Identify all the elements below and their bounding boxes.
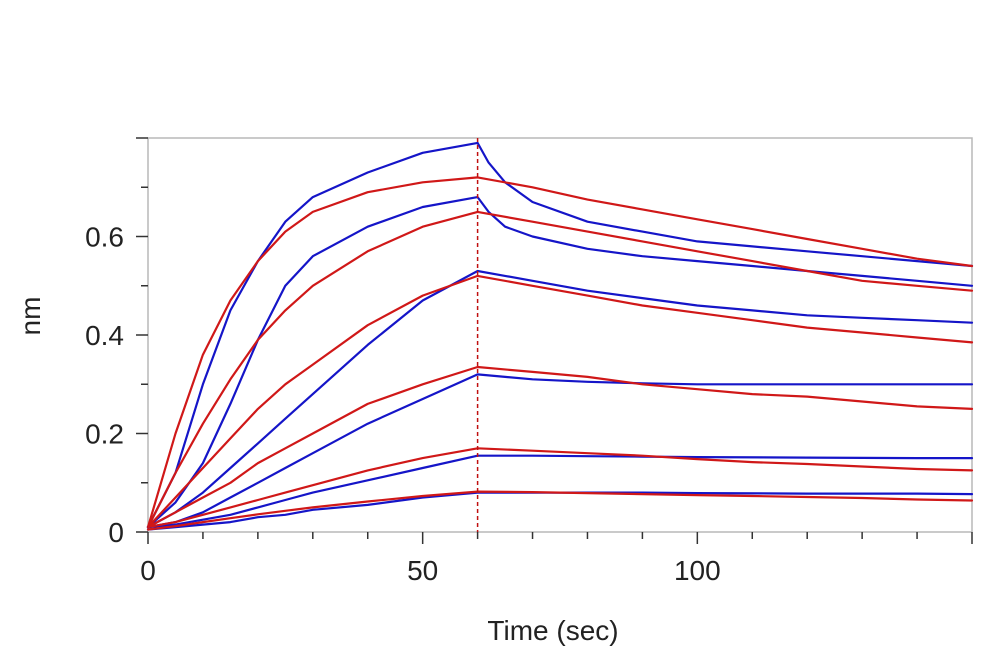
fit-line-1 xyxy=(146,176,974,529)
series-group xyxy=(146,141,974,531)
measured-line-0 xyxy=(146,141,974,529)
y-tick-label: 0 xyxy=(108,517,124,548)
x-tick-label: 100 xyxy=(674,555,721,586)
measured-line-4 xyxy=(146,269,974,529)
measured-line-6 xyxy=(146,373,974,529)
fit-line-5 xyxy=(146,274,974,529)
y-axis-label: nm xyxy=(15,297,46,336)
y-tick-label: 0.2 xyxy=(85,419,124,450)
axis-ticks xyxy=(136,137,973,544)
y-tick-label: 0.6 xyxy=(85,222,124,253)
x-tick-label: 50 xyxy=(407,555,438,586)
plot-frame xyxy=(147,137,973,533)
x-axis-label: Time (sec) xyxy=(487,615,618,646)
x-tick-label: 0 xyxy=(140,555,156,586)
measured-line-10 xyxy=(146,491,974,531)
measured-line-8 xyxy=(146,454,974,529)
fit-line-7 xyxy=(146,365,974,529)
y-tick-label: 0.4 xyxy=(85,320,124,351)
measured-line-2 xyxy=(146,196,974,529)
fit-line-3 xyxy=(146,210,974,529)
